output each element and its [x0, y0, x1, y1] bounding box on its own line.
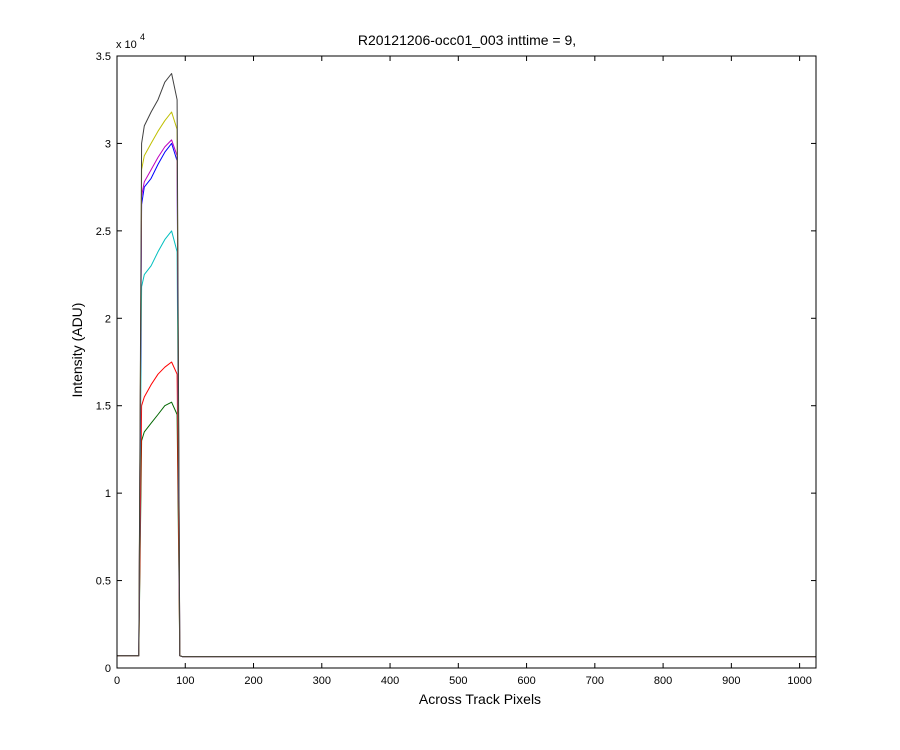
x-tick-label: 100 [176, 675, 194, 687]
y-tick-label: 2 [105, 313, 111, 325]
x-tick-label: 0 [114, 675, 120, 687]
series-line-6 [117, 111, 816, 658]
x-tick-label: 800 [654, 675, 672, 687]
y-tick-label: 0 [105, 663, 111, 675]
y-tick-label: 0.5 [96, 576, 111, 588]
x-tick-label: 300 [313, 675, 331, 687]
y-tick-label: 3.5 [96, 51, 111, 63]
series-line-7 [117, 73, 816, 658]
x-tick-label: 700 [586, 675, 604, 687]
x-tick-label: 600 [517, 675, 535, 687]
x-tick-label: 200 [244, 675, 262, 687]
y-exponent-power: 4 [140, 32, 145, 42]
y-exponent-base: x 10 [116, 39, 137, 51]
plot-frame [116, 55, 817, 669]
y-tick-label: 1 [105, 488, 111, 500]
series-layer [117, 73, 816, 658]
y-axis-label: Intensity (ADU) [69, 303, 85, 398]
series-line-3 [117, 230, 816, 658]
x-tick-label: 900 [722, 675, 740, 687]
x-tick-label: 400 [381, 675, 399, 687]
x-axis-label: Across Track Pixels [419, 691, 541, 707]
chart-title: R20121206-occ01_003 inttime = 9, [358, 32, 576, 48]
x-tick-label: 1000 [787, 675, 811, 687]
y-tick-label: 3 [105, 138, 111, 150]
series-line-4 [117, 142, 816, 658]
x-tick-label: 500 [449, 675, 467, 687]
series-line-5 [117, 139, 816, 658]
y-axis: 0 0.5 1 1.5 2 2.5 3 3.5 [96, 51, 816, 675]
y-exponent: x 10 4 [116, 32, 145, 51]
series-line-1 [117, 401, 816, 658]
series-line-2 [117, 361, 816, 658]
x-axis: 0 100 200 300 400 500 600 700 800 900 1000 [114, 56, 812, 687]
y-tick-label: 1.5 [96, 401, 111, 413]
y-tick-label: 2.5 [96, 226, 111, 238]
